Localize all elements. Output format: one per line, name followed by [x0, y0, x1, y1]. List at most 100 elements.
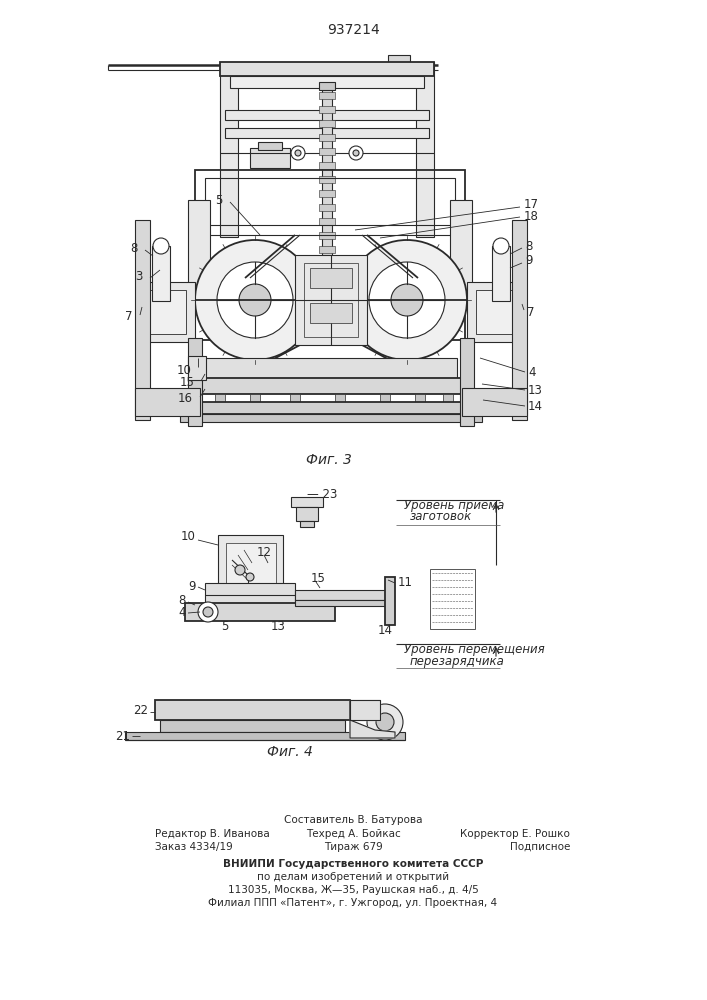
Text: 12: 12 [257, 546, 271, 558]
Circle shape [195, 240, 315, 360]
Bar [319, 134, 335, 141]
Bar [135, 388, 200, 416]
Bar [291, 497, 323, 507]
Bar [393, 70, 405, 76]
Bar [460, 338, 474, 426]
Bar [492, 246, 510, 301]
Bar [415, 394, 425, 402]
Bar [296, 507, 318, 521]
Bar [295, 255, 367, 345]
Bar [290, 394, 300, 402]
Bar [310, 303, 352, 323]
Bar [188, 200, 210, 310]
Bar [319, 120, 335, 127]
Circle shape [353, 150, 359, 156]
Text: Техред А. Бойкас: Техред А. Бойкас [305, 829, 400, 839]
Circle shape [235, 565, 245, 575]
Bar [430, 569, 475, 629]
Bar [225, 110, 429, 120]
Bar [416, 62, 434, 237]
Text: 8: 8 [131, 241, 138, 254]
Bar [195, 170, 465, 340]
Bar [215, 394, 225, 402]
Text: 21: 21 [115, 730, 130, 742]
Text: 3: 3 [136, 269, 143, 282]
Text: 16: 16 [178, 392, 193, 406]
Bar [310, 268, 352, 288]
Text: Составитель В. Батурова: Составитель В. Батурова [284, 815, 422, 825]
Text: 15: 15 [310, 572, 325, 585]
Text: 13: 13 [528, 383, 543, 396]
Text: 22: 22 [133, 704, 148, 716]
Bar [198, 378, 463, 394]
Text: Фиг. 3: Фиг. 3 [306, 453, 352, 467]
Text: 9: 9 [189, 580, 196, 593]
Bar [185, 603, 335, 621]
Bar [512, 220, 527, 420]
Bar [205, 583, 295, 603]
Bar [140, 282, 195, 342]
Bar [319, 204, 335, 211]
Text: Уровень приема: Уровень приема [404, 498, 504, 512]
Text: 937214: 937214 [327, 23, 380, 37]
Bar [388, 55, 410, 70]
Bar [319, 260, 335, 267]
Bar [319, 176, 335, 183]
Bar [467, 282, 522, 342]
Polygon shape [350, 720, 395, 738]
Text: перезарядчика: перезарядчика [410, 654, 505, 668]
Text: ВНИИПИ Государственного комитета СССР: ВНИИПИ Государственного комитета СССР [223, 859, 483, 869]
Text: заготовок: заготовок [410, 510, 472, 524]
Text: Заказ 4334/19: Заказ 4334/19 [155, 842, 233, 852]
Bar [205, 178, 455, 332]
Bar [258, 142, 282, 150]
Bar [180, 414, 482, 422]
Circle shape [153, 238, 169, 254]
Bar [443, 394, 453, 402]
Bar [380, 394, 390, 402]
Text: 10: 10 [177, 363, 192, 376]
Text: 5: 5 [221, 620, 228, 634]
Bar [250, 148, 290, 168]
Circle shape [367, 704, 403, 740]
Text: Фиг. 4: Фиг. 4 [267, 745, 313, 759]
Text: 5: 5 [215, 194, 222, 207]
Text: 10: 10 [181, 530, 196, 544]
Bar [218, 535, 283, 605]
Text: 8: 8 [525, 239, 532, 252]
Text: Редактор В. Иванова: Редактор В. Иванова [155, 829, 270, 839]
Text: 13: 13 [271, 620, 286, 634]
Bar [300, 521, 314, 527]
Text: 7: 7 [527, 306, 534, 318]
Bar [155, 700, 350, 720]
Bar [135, 220, 150, 420]
Text: Тираж 679: Тираж 679 [324, 842, 382, 852]
Text: Филиал ППП «Патент», г. Ужгород, ул. Проектная, 4: Филиал ППП «Патент», г. Ужгород, ул. Про… [209, 898, 498, 908]
Bar [295, 600, 385, 606]
Text: 4: 4 [178, 606, 186, 619]
Bar [304, 263, 358, 337]
Bar [295, 590, 385, 600]
Circle shape [369, 262, 445, 338]
Bar [250, 394, 260, 402]
Bar [148, 290, 186, 334]
Bar [319, 218, 335, 225]
Text: Уровень перемещения: Уровень перемещения [404, 643, 545, 656]
Bar [462, 388, 527, 416]
Bar [322, 88, 332, 288]
Bar [319, 232, 335, 239]
Bar [319, 162, 335, 169]
Text: 8: 8 [179, 593, 186, 606]
Bar [319, 106, 335, 113]
Bar [476, 290, 514, 334]
Bar [188, 338, 202, 426]
Bar [152, 246, 170, 301]
Circle shape [391, 284, 423, 316]
Bar [205, 358, 457, 378]
Text: 113035, Москва, Ж—35, Раушская наб., д. 4/5: 113035, Москва, Ж—35, Раушская наб., д. … [228, 885, 479, 895]
Bar [319, 82, 335, 90]
Bar [125, 732, 405, 740]
Circle shape [349, 146, 363, 160]
Text: 17: 17 [524, 198, 539, 212]
Circle shape [217, 262, 293, 338]
